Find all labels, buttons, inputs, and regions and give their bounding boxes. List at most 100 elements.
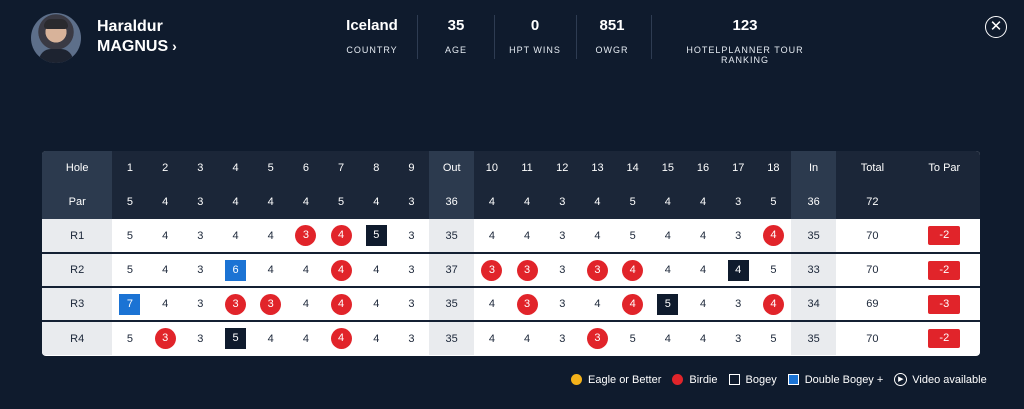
column-header: 18 bbox=[767, 162, 780, 174]
legend-label: Birdie bbox=[689, 373, 718, 386]
score-cell: 4 bbox=[699, 264, 707, 276]
score-cell: 4 bbox=[615, 287, 650, 321]
hole-header-row: Hole 1 2 3 4 5 6 7 8 9 Out 10 11 12 13 14 15 16 17 18 In Tota… bbox=[42, 151, 980, 185]
player-first-name: Haraldur bbox=[97, 18, 163, 35]
round-row: R2 5 4 3 6 4 4 4 4 3 37 3 3 3 3 4 4 4 4 5 33 70 -2 bbox=[42, 253, 980, 287]
stat-value: 851 bbox=[599, 17, 625, 34]
par-cell: 4 bbox=[594, 196, 601, 208]
score-cell: 4 bbox=[488, 298, 495, 310]
scorecard-table: Hole 1 2 3 4 5 6 7 8 9 Out 10 11 12 13 14 15 16 17 18 In Tota… bbox=[42, 151, 980, 355]
par-cell: 3 bbox=[197, 196, 204, 208]
divider bbox=[494, 15, 495, 59]
par-cell: 36 bbox=[790, 185, 837, 219]
subtotal-cell: 35 bbox=[790, 219, 837, 253]
score-cell: 4 bbox=[302, 332, 309, 345]
score-cell: 4 bbox=[267, 264, 274, 276]
birdie-score-marker: 4 bbox=[762, 225, 784, 246]
score-cell: 5 bbox=[770, 332, 777, 345]
par-cell: 3 bbox=[735, 196, 742, 208]
score-cell: 4 bbox=[524, 332, 531, 345]
score-cell: 4 bbox=[267, 332, 274, 345]
score-cell: 3 bbox=[197, 264, 204, 276]
score-cell: 4 bbox=[232, 229, 239, 242]
to-par-cell: -2 bbox=[909, 253, 980, 287]
score-cell: 3 bbox=[509, 253, 544, 287]
bogey-swatch-icon bbox=[728, 374, 740, 385]
birdie-score-marker: 3 bbox=[295, 225, 317, 246]
birdie-score-marker: 4 bbox=[762, 293, 784, 315]
stat-value: Iceland bbox=[346, 17, 398, 34]
column-header: Hole bbox=[42, 151, 113, 185]
birdie-score-marker: 3 bbox=[586, 259, 608, 281]
score-cell: 5 bbox=[218, 321, 253, 355]
score-cell: 4 bbox=[594, 229, 601, 242]
score-cell: 3 bbox=[735, 298, 742, 310]
par-cell: 4 bbox=[664, 196, 671, 208]
score-cell: 3 bbox=[197, 298, 204, 310]
score-cell: 4 bbox=[373, 264, 380, 276]
player-profile-link[interactable]: MAGNUS › bbox=[97, 38, 177, 56]
score-cell: 4 bbox=[267, 229, 274, 242]
total-cell: 69 bbox=[866, 298, 879, 310]
legend-label: Video available bbox=[912, 373, 987, 386]
score-legend: Eagle or Better Birdie Bogey Double Boge… bbox=[571, 373, 987, 386]
stat-value: 35 bbox=[447, 17, 465, 34]
par-cell: 5 bbox=[629, 196, 636, 208]
score-cell: 3 bbox=[408, 229, 415, 242]
column-header: 3 bbox=[197, 162, 204, 174]
bogey-score-marker: 5 bbox=[225, 328, 247, 349]
score-cell: 3 bbox=[559, 229, 566, 242]
par-cell: Par bbox=[42, 185, 113, 219]
par-cell: 36 bbox=[429, 185, 475, 219]
score-cell: 4 bbox=[594, 298, 601, 310]
score-cell: 4 bbox=[488, 229, 495, 242]
close-button[interactable]: ✕ bbox=[985, 16, 1007, 38]
score-cell: 3 bbox=[559, 264, 566, 276]
double-bogey-swatch-icon bbox=[787, 374, 799, 385]
column-header: 13 bbox=[591, 162, 604, 174]
column-header: 8 bbox=[373, 162, 380, 174]
score-cell: 3 bbox=[197, 332, 204, 345]
score-cell: 5 bbox=[126, 229, 134, 242]
round-label: R3 bbox=[42, 287, 113, 321]
column-header: 15 bbox=[661, 162, 674, 174]
column-header: 6 bbox=[302, 162, 309, 174]
par-cell: 4 bbox=[488, 196, 495, 208]
to-par-cell: -2 bbox=[909, 321, 980, 355]
score-cell: 4 bbox=[324, 253, 359, 287]
column-header: 5 bbox=[267, 162, 274, 174]
total-cell: 70 bbox=[866, 332, 879, 345]
to-par-cell: -2 bbox=[909, 219, 980, 253]
score-cell: 3 bbox=[735, 229, 742, 242]
score-cell: 3 bbox=[559, 298, 566, 310]
legend-label: Eagle or Better bbox=[588, 373, 662, 386]
avatar-hair bbox=[44, 19, 68, 29]
birdie-swatch-icon bbox=[672, 374, 684, 385]
subtotal-cell: 34 bbox=[790, 287, 837, 321]
par-cell: 3 bbox=[408, 196, 415, 208]
score-cell: 5 bbox=[629, 229, 636, 242]
score-cell: 4 bbox=[664, 229, 671, 242]
score-cell: 3 bbox=[408, 332, 415, 345]
bogey-score-marker: 4 bbox=[727, 259, 749, 281]
to-par-cell: -3 bbox=[909, 287, 980, 321]
stat-value: 0 bbox=[530, 17, 540, 34]
round-row: R3 7 4 3 3 3 4 4 4 3 35 4 3 3 4 4 5 4 3 4 34 69 -3 bbox=[42, 287, 980, 321]
player-last-name: MAGNUS bbox=[97, 38, 169, 55]
birdie-score-marker: 4 bbox=[622, 293, 644, 315]
stat-label: COUNTRY bbox=[346, 45, 398, 55]
round-label: R1 bbox=[42, 219, 113, 253]
play-icon: ▶ bbox=[894, 373, 908, 386]
stat-tour-ranking: 123 HOTELPLANNER TOUR RANKING bbox=[663, 17, 827, 65]
par-cell: 5 bbox=[338, 196, 345, 208]
par-cell: 4 bbox=[162, 196, 169, 208]
score-cell: 4 bbox=[756, 219, 791, 253]
score-cell: 4 bbox=[664, 264, 671, 276]
stat-country: Iceland COUNTRY bbox=[341, 17, 403, 55]
par-cell: 72 bbox=[866, 196, 879, 208]
score-cell: 3 bbox=[218, 287, 253, 321]
birdie-score-marker: 3 bbox=[516, 293, 538, 315]
score-cell: 4 bbox=[324, 321, 359, 355]
birdie-score-marker: 4 bbox=[330, 293, 352, 315]
par-row: Par 5 4 3 4 4 4 5 4 3 36 4 4 3 4 5 4 4 3 5 36 72 bbox=[42, 185, 980, 219]
